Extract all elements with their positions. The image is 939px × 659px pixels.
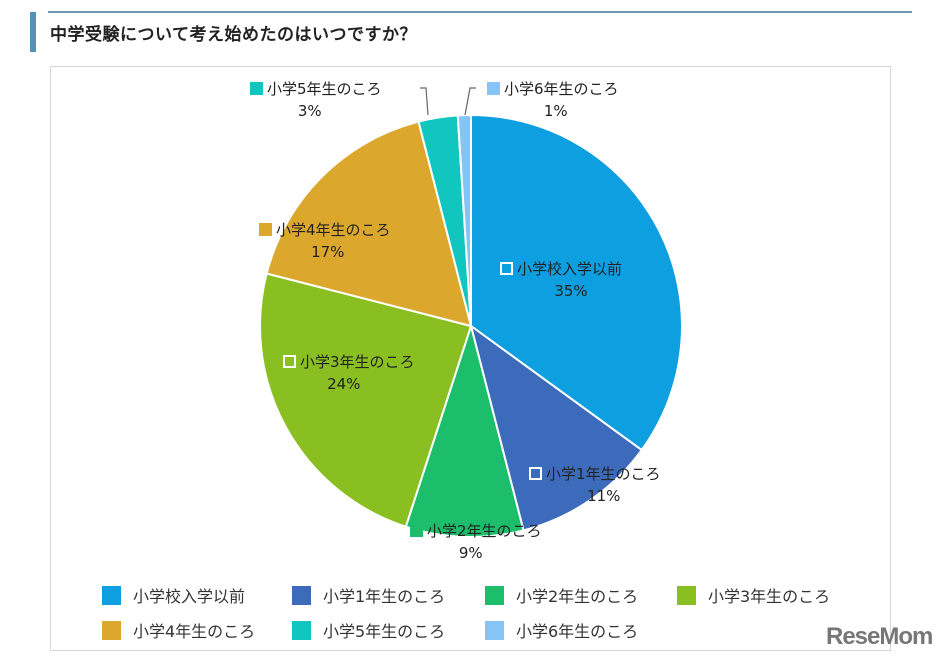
slice-marker-icon (250, 82, 263, 95)
legend-item-grade3: 小学3年生のころ (677, 583, 830, 607)
legend-swatch-icon (102, 586, 121, 605)
page-title: 中学受験について考え始めたのはいつですか？ (50, 25, 417, 45)
legend-swatch-icon (102, 621, 121, 640)
pie-slice-4 (265, 120, 473, 328)
leader-line-grade5 (420, 87, 429, 116)
slice-label-grade2: 小学2年生のころ 9% (410, 520, 542, 564)
legend-item-grade1: 小学1年生のころ (292, 583, 445, 607)
slice-marker-icon (529, 467, 542, 480)
slice-label-grade6: 小学6年生のころ 1% (487, 78, 619, 122)
slice-label-grade3: 小学3年生のころ 24% (283, 351, 415, 395)
leader-line-grade6 (464, 87, 476, 116)
pie-slice-6 (456, 113, 472, 327)
legend-item-grade6: 小学6年生のころ (485, 618, 638, 642)
legend-swatch-icon (292, 586, 311, 605)
legend-item-grade4: 小学4年生のころ (102, 618, 255, 642)
legend-item-pre-school: 小学校入学以前 (102, 583, 245, 607)
slice-marker-icon (283, 355, 296, 368)
slice-marker-icon (259, 223, 272, 236)
legend-item-grade5: 小学5年生のころ (292, 618, 445, 642)
legend-swatch-icon (485, 621, 504, 640)
legend-swatch-icon (485, 586, 504, 605)
slice-label-grade1: 小学1年生のころ 11% (529, 463, 661, 507)
slice-label-pre-school: 小学校入学以前 35% (500, 258, 622, 302)
pie-slice-0 (470, 113, 683, 452)
pie-slice-1 (469, 323, 644, 532)
resemom-logo: ReseMom (826, 623, 933, 650)
pie-slice-2 (404, 322, 525, 538)
legend-swatch-icon (677, 586, 696, 605)
slice-marker-icon (410, 524, 423, 537)
slice-label-grade5: 小学5年生のころ 3% (250, 78, 382, 122)
header-rule (48, 11, 912, 13)
slice-label-grade4: 小学4年生のころ 17% (259, 219, 391, 263)
slice-marker-icon (487, 82, 500, 95)
pie-slice-3 (259, 272, 473, 528)
legend-item-grade2: 小学2年生のころ (485, 583, 638, 607)
slice-marker-icon (500, 262, 513, 275)
legend-swatch-icon (292, 621, 311, 640)
header-accent-bar (30, 12, 36, 52)
